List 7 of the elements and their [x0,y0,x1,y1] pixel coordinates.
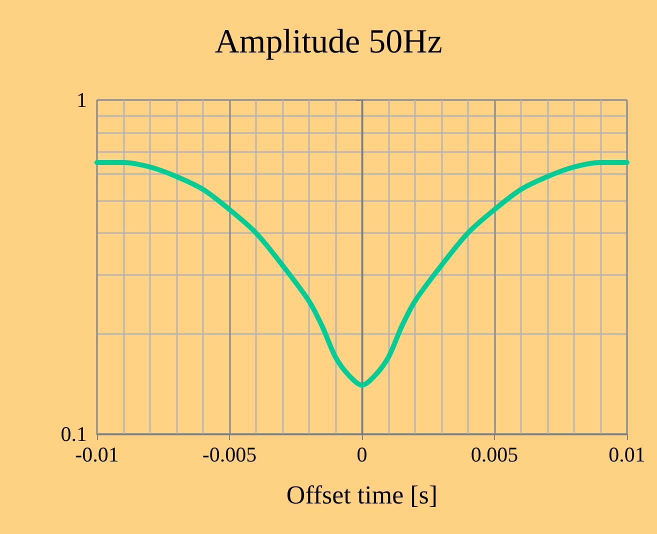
x-tick-label: -0.005 [202,442,257,466]
x-tick-label: 0.01 [608,442,646,466]
x-tick-label: 0.005 [470,442,518,466]
chart-title: Amplitude 50Hz [214,24,442,60]
y-tick-label: 1 [76,88,87,112]
x-tick-label: 0 [356,442,368,466]
x-axis-title: Offset time [s] [286,480,438,510]
